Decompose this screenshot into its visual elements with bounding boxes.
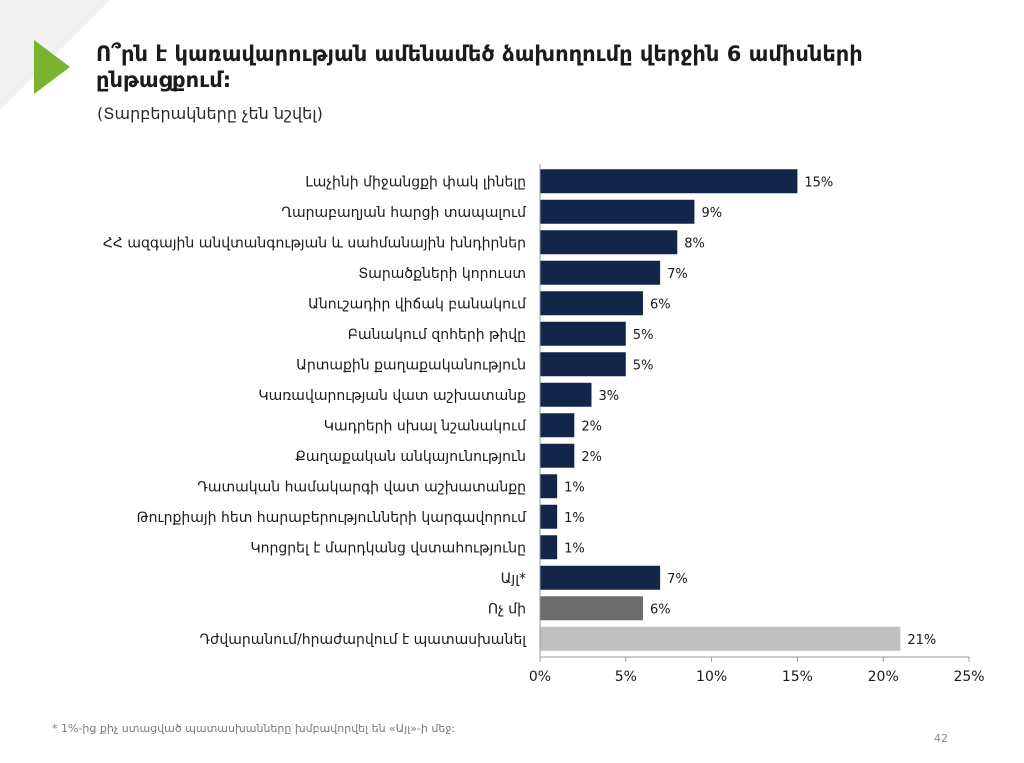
value-label: 1% <box>564 511 585 526</box>
category-label: Դժվարանում/հրաժարվում է պատասխանել <box>200 632 528 648</box>
value-label: 8% <box>684 236 705 251</box>
bar <box>540 474 558 499</box>
value-label: 5% <box>633 328 654 343</box>
bar <box>540 230 678 255</box>
category-label: Տարածքների կորուստ <box>358 266 526 282</box>
category-label: Կորցրել է մարդկանց վստահությունը <box>250 540 526 556</box>
page-number: 42 <box>934 732 948 745</box>
category-label: Անուշադիր վիճակ բանակում <box>308 296 527 312</box>
value-label: 1% <box>564 541 585 556</box>
category-label: Կադրերի սխալ նշանակում <box>324 418 527 434</box>
bar <box>540 626 901 651</box>
x-tick-label: 20% <box>868 669 899 685</box>
bar <box>540 352 626 377</box>
category-label: Բանակում զոհերի թիվը <box>348 327 526 343</box>
bar <box>540 321 626 346</box>
category-label: Արտաքին քաղաքականություն <box>296 357 526 373</box>
slide-subtitle: (Տարբերակները չեն նշվել) <box>97 104 323 123</box>
bar <box>540 413 575 438</box>
x-tick-label: 5% <box>615 669 637 685</box>
value-label: 7% <box>667 572 688 587</box>
slide-title: Ո՞րն է կառավարության ամենամեծ ձախողումը … <box>96 42 863 92</box>
green-arrow-icon <box>34 40 70 94</box>
x-tick-label: 15% <box>782 669 813 685</box>
bar <box>540 504 558 529</box>
bar <box>540 535 558 560</box>
value-label: 15% <box>804 175 833 190</box>
category-label: ՀՀ ազգային անվտանգության և սահմանային խն… <box>103 235 526 251</box>
category-label: Լաչինի միջանցքի փակ լինելը <box>305 174 526 190</box>
category-label: Թուրքիայի հետ հարաբերությունների կարգավո… <box>137 510 528 526</box>
category-label: Ոչ մի <box>488 601 526 617</box>
bar <box>540 260 661 285</box>
value-label: 9% <box>701 206 722 221</box>
bar <box>540 199 695 224</box>
x-tick-label: 10% <box>696 669 727 685</box>
bar <box>540 596 643 621</box>
x-tick-label: 25% <box>953 669 984 685</box>
value-label: 21% <box>907 633 936 648</box>
bar <box>540 382 592 407</box>
value-label: 5% <box>633 358 654 373</box>
bar <box>540 291 643 316</box>
value-label: 6% <box>650 602 671 617</box>
value-label: 7% <box>667 267 688 282</box>
value-label: 6% <box>650 297 671 312</box>
value-label: 1% <box>564 480 585 495</box>
category-label: Այլ* <box>501 571 526 587</box>
bar <box>540 443 575 468</box>
category-label: Կառավարության վատ աշխատանք <box>258 388 526 404</box>
value-label: 2% <box>581 450 602 465</box>
value-label: 3% <box>598 389 619 404</box>
value-label: 2% <box>581 419 602 434</box>
footnote: * 1%-ից քիչ ստացված պատասխանները խմբավոր… <box>52 722 456 735</box>
category-label: Ղարաբաղյան հարցի տապալում <box>281 205 527 221</box>
bar <box>540 169 798 194</box>
category-label: Քաղաքական անկայունություն <box>295 449 526 465</box>
bar <box>540 565 661 590</box>
category-label: Դատական համակարգի վատ աշխատանքը <box>197 479 526 495</box>
x-tick-label: 0% <box>529 669 551 685</box>
